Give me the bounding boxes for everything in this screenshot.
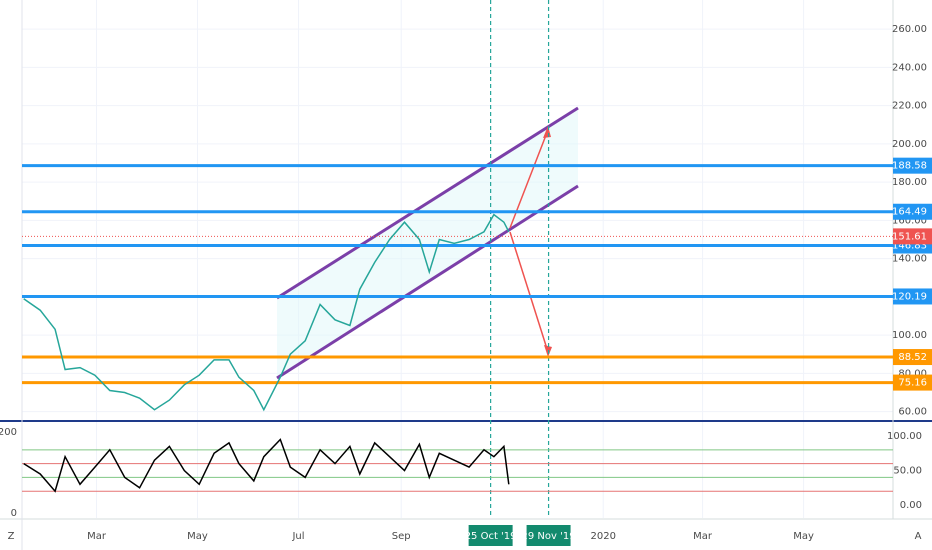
x-tick-label: Mar	[87, 531, 107, 542]
indicator-tick-label: 0.00	[900, 500, 922, 511]
x-tick-label: Jul	[291, 531, 304, 542]
price-level-box	[893, 349, 932, 366]
indicator-left-tick-label: 200	[0, 427, 17, 438]
price-level-box	[893, 374, 932, 391]
date-marker-box	[468, 525, 513, 546]
arrow-down	[509, 231, 549, 353]
price-level-label: 88.52	[898, 352, 927, 363]
y-tick-label: 160.00	[892, 215, 927, 226]
last-price-label: 151.61	[892, 231, 927, 242]
price-level-label: 188.58	[892, 161, 927, 172]
channel-bottom	[276, 184, 579, 380]
y-tick-label: 220.00	[892, 101, 927, 112]
date-marker-label: 29 Nov '19	[522, 531, 576, 542]
date-marker-label: 25 Oct '19	[465, 531, 517, 542]
price-level-label: 146.83	[892, 241, 927, 252]
x-tick-label: Mar	[693, 531, 713, 542]
date-marker-box	[526, 525, 571, 546]
price-level-box	[893, 203, 932, 220]
x-tick-label: 2020	[590, 531, 615, 542]
price-level-box	[893, 288, 932, 305]
indicator-tick-label: 50.00	[893, 466, 922, 477]
y-tick-label: 180.00	[892, 177, 927, 188]
price-level-label: 164.49	[892, 207, 927, 218]
x-tick-label: May	[187, 531, 208, 542]
y-tick-label: 200.00	[892, 139, 927, 150]
channel-fill	[277, 108, 578, 378]
y-tick-label: 100.00	[892, 330, 927, 341]
price-level-box	[893, 157, 932, 174]
x-tick-label: Sep	[392, 531, 411, 542]
price-line	[23, 213, 510, 412]
y-tick-label: 240.00	[892, 62, 927, 73]
last-price-box	[893, 228, 932, 245]
x-tick-label: May	[793, 531, 814, 542]
indicator-tick-label: 100.00	[887, 431, 922, 442]
toolbar-button[interactable]: Z	[8, 531, 15, 542]
indicator-left-tick-label: 0	[11, 508, 17, 519]
channel-top	[276, 106, 579, 300]
toolbar-button[interactable]: A	[915, 531, 922, 542]
y-tick-label: 60.00	[898, 407, 927, 418]
indicator-line	[23, 438, 510, 493]
price-level-label: 75.16	[898, 378, 927, 389]
y-tick-label: 80.00	[898, 368, 927, 379]
y-tick-label: 260.00	[892, 24, 927, 35]
price-level-label: 120.19	[892, 291, 927, 302]
y-tick-label: 140.00	[892, 254, 927, 265]
